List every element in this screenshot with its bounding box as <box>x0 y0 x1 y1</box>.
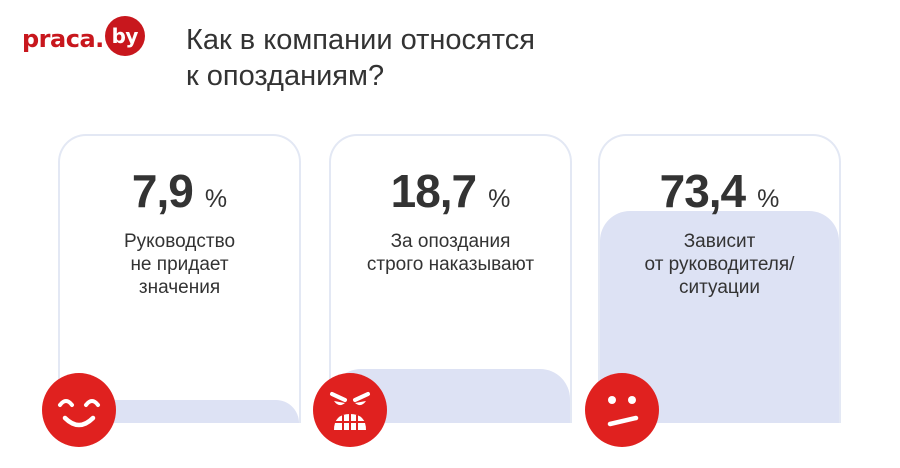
bar-fill-1 <box>60 400 299 423</box>
praca-logo[interactable]: praca. by <box>22 16 145 56</box>
unit-label-2: % <box>488 185 511 213</box>
data-label-2: 18,7 <box>390 165 478 217</box>
value-row-2: 18,7% <box>331 164 570 218</box>
value-row-1: 7,9% <box>60 164 299 218</box>
unit-label-3: % <box>757 185 780 213</box>
category-label-1: Руководство не придает значения <box>123 231 236 298</box>
skeptical-face-icon <box>585 373 659 447</box>
chart-title: Как в компании относятся к опозданиям? <box>186 24 535 92</box>
stat-card-3: 73,4% Зависит от руководителя/ ситуации <box>598 134 841 423</box>
logo-badge: by <box>104 16 145 56</box>
angry-face-icon <box>313 373 387 447</box>
value-row-3: 73,4% <box>600 164 839 218</box>
category-label-3: Зависит от руководителя/ ситуации <box>644 231 795 298</box>
category-label-2: За опоздания строго наказывают <box>366 231 535 275</box>
logo-text: praca <box>22 25 96 53</box>
data-label-3: 73,4 <box>659 165 747 217</box>
smiling-face-icon <box>42 373 116 447</box>
unit-label-1: % <box>204 185 228 213</box>
logo-dot: . <box>95 25 104 53</box>
stat-card-1: 7,9% Руководство не придает значения <box>58 134 301 423</box>
data-label-1: 7,9 <box>131 165 194 217</box>
